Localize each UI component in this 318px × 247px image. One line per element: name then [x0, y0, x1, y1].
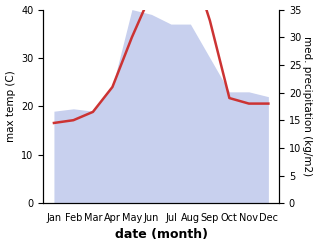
X-axis label: date (month): date (month): [115, 228, 208, 242]
Y-axis label: max temp (C): max temp (C): [5, 70, 16, 142]
Y-axis label: med. precipitation (kg/m2): med. precipitation (kg/m2): [302, 36, 313, 176]
